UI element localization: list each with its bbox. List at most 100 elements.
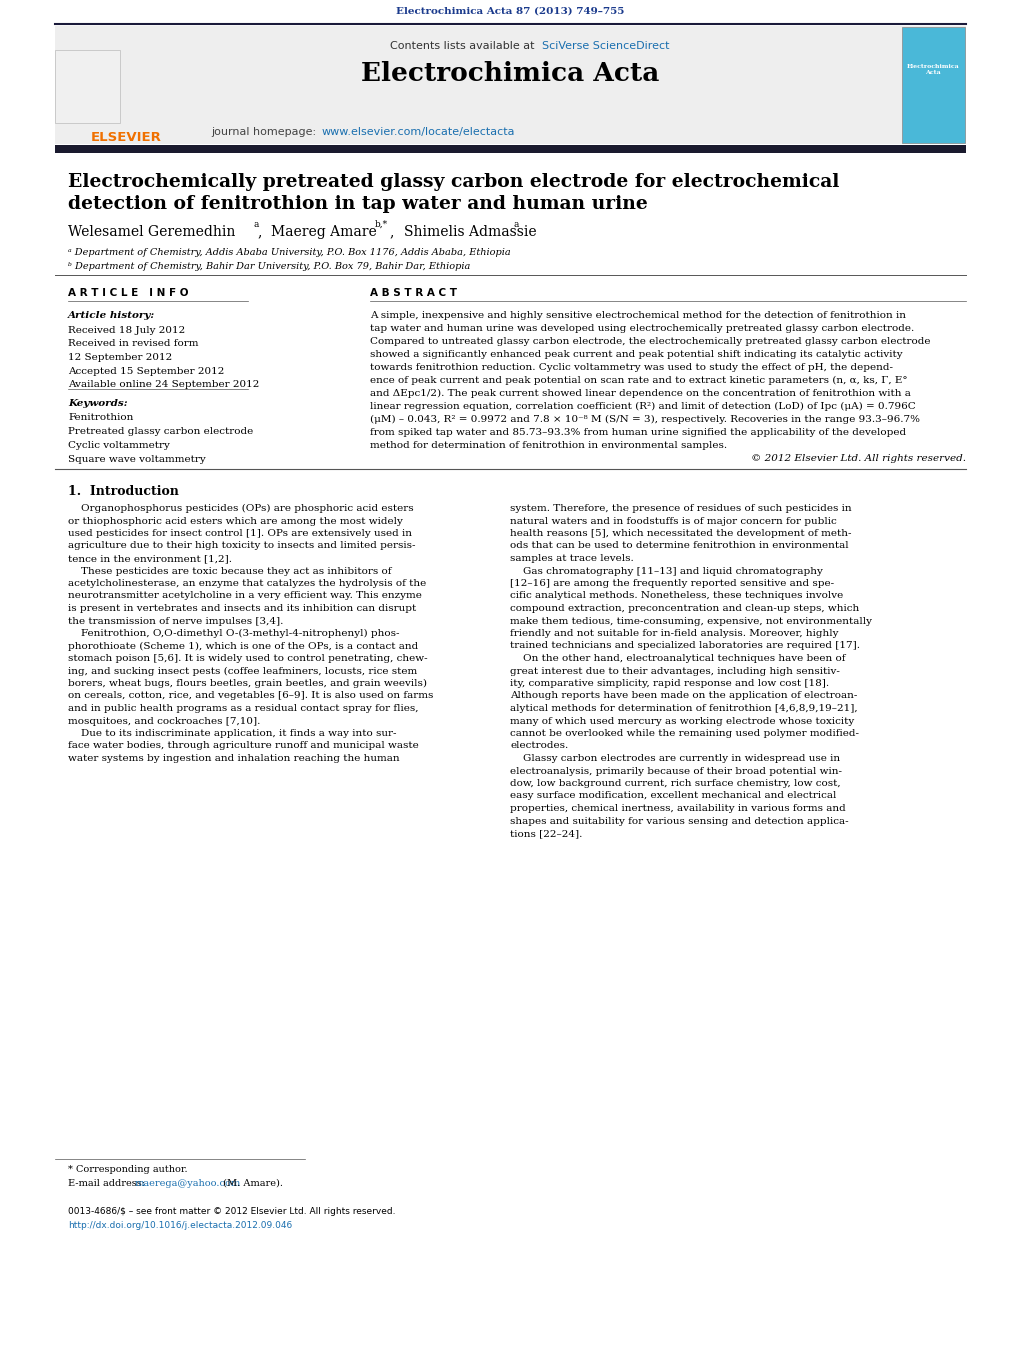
Text: easy surface modification, excellent mechanical and electrical: easy surface modification, excellent mec… bbox=[510, 792, 836, 801]
Text: Fenitrothion, O,O-dimethyl O-(3-methyl-4-nitrophenyl) phos-: Fenitrothion, O,O-dimethyl O-(3-methyl-4… bbox=[68, 630, 399, 638]
Text: Although reports have been made on the application of electroan-: Although reports have been made on the a… bbox=[510, 692, 858, 701]
Bar bbox=[902, 27, 965, 143]
Text: Maereg Amare: Maereg Amare bbox=[271, 226, 377, 239]
Text: from spiked tap water and 85.73–93.3% from human urine signified the applicabili: from spiked tap water and 85.73–93.3% fr… bbox=[370, 428, 906, 436]
Text: Contents lists available at: Contents lists available at bbox=[390, 41, 538, 51]
Text: ing, and sucking insect pests (coffee leafminers, locusts, rice stem: ing, and sucking insect pests (coffee le… bbox=[68, 666, 418, 676]
Bar bbox=[55, 50, 120, 123]
Text: mosquitoes, and cockroaches [7,10].: mosquitoes, and cockroaches [7,10]. bbox=[68, 716, 260, 725]
Text: acetylcholinesterase, an enzyme that catalyzes the hydrolysis of the: acetylcholinesterase, an enzyme that cat… bbox=[68, 580, 426, 588]
Text: 1.  Introduction: 1. Introduction bbox=[68, 485, 179, 499]
Text: © 2012 Elsevier Ltd. All rights reserved.: © 2012 Elsevier Ltd. All rights reserved… bbox=[751, 454, 966, 463]
Text: linear regression equation, correlation coefficient (R²) and limit of detection : linear regression equation, correlation … bbox=[370, 403, 916, 411]
Text: phorothioate (Scheme 1), which is one of the OPs, is a contact and: phorothioate (Scheme 1), which is one of… bbox=[68, 642, 419, 651]
Text: a: a bbox=[253, 220, 258, 230]
Text: ,: , bbox=[258, 226, 266, 239]
Text: water systems by ingestion and inhalation reaching the human: water systems by ingestion and inhalatio… bbox=[68, 754, 399, 763]
Text: (μM) – 0.043, R² = 0.9972 and 7.8 × 10⁻⁸ M (S/N = 3), respectively. Recoveries i: (μM) – 0.043, R² = 0.9972 and 7.8 × 10⁻⁸… bbox=[370, 415, 920, 424]
Text: Keywords:: Keywords: bbox=[68, 399, 128, 408]
Text: natural waters and in foodstuffs is of major concern for public: natural waters and in foodstuffs is of m… bbox=[510, 516, 837, 526]
Text: ᵇ Department of Chemistry, Bahir Dar University, P.O. Box 79, Bahir Dar, Ethiopi: ᵇ Department of Chemistry, Bahir Dar Uni… bbox=[68, 262, 471, 272]
Text: the transmission of nerve impulses [3,4].: the transmission of nerve impulses [3,4]… bbox=[68, 616, 284, 626]
Text: Compared to untreated glassy carbon electrode, the electrochemically pretreated : Compared to untreated glassy carbon elec… bbox=[370, 336, 930, 346]
Text: tence in the environment [1,2].: tence in the environment [1,2]. bbox=[68, 554, 232, 563]
Text: E-mail address:: E-mail address: bbox=[68, 1179, 148, 1188]
Text: stomach poison [5,6]. It is widely used to control penetrating, chew-: stomach poison [5,6]. It is widely used … bbox=[68, 654, 428, 663]
Text: http://dx.doi.org/10.1016/j.electacta.2012.09.046: http://dx.doi.org/10.1016/j.electacta.20… bbox=[68, 1221, 292, 1229]
Text: Accepted 15 September 2012: Accepted 15 September 2012 bbox=[68, 366, 225, 376]
Text: Square wave voltammetry: Square wave voltammetry bbox=[68, 455, 206, 463]
Text: system. Therefore, the presence of residues of such pesticides in: system. Therefore, the presence of resid… bbox=[510, 504, 852, 513]
Text: friendly and not suitable for in-field analysis. Moreover, highly: friendly and not suitable for in-field a… bbox=[510, 630, 838, 638]
Text: [12–16] are among the frequently reported sensitive and spe-: [12–16] are among the frequently reporte… bbox=[510, 580, 834, 588]
Text: * Corresponding author.: * Corresponding author. bbox=[68, 1165, 188, 1174]
Bar bbox=[55, 145, 966, 153]
Text: electrodes.: electrodes. bbox=[510, 742, 569, 751]
Text: Fenitrothion: Fenitrothion bbox=[68, 413, 134, 422]
Text: borers, wheat bugs, flours beetles, grain beetles, and grain weevils): borers, wheat bugs, flours beetles, grai… bbox=[68, 680, 427, 688]
Text: Electrochimica Acta: Electrochimica Acta bbox=[361, 61, 660, 86]
Text: These pesticides are toxic because they act as inhibitors of: These pesticides are toxic because they … bbox=[68, 566, 391, 576]
Text: Pretreated glassy carbon electrode: Pretreated glassy carbon electrode bbox=[68, 427, 253, 436]
Text: Glassy carbon electrodes are currently in widespread use in: Glassy carbon electrodes are currently i… bbox=[510, 754, 840, 763]
Text: trained technicians and specialized laboratories are required [17].: trained technicians and specialized labo… bbox=[510, 642, 860, 650]
Text: dow, low background current, rich surface chemistry, low cost,: dow, low background current, rich surfac… bbox=[510, 780, 840, 788]
Text: method for determination of fenitrothion in environmental samples.: method for determination of fenitrothion… bbox=[370, 440, 727, 450]
Text: towards fenitrothion reduction. Cyclic voltammetry was used to study the effect : towards fenitrothion reduction. Cyclic v… bbox=[370, 363, 893, 372]
Bar bbox=[55, 26, 966, 145]
Text: SciVerse ScienceDirect: SciVerse ScienceDirect bbox=[542, 41, 670, 51]
Text: Cyclic voltammetry: Cyclic voltammetry bbox=[68, 440, 169, 450]
Text: showed a significantly enhanced peak current and peak potential shift indicating: showed a significantly enhanced peak cur… bbox=[370, 350, 903, 359]
Text: neurotransmitter acetylcholine in a very efficient way. This enzyme: neurotransmitter acetylcholine in a very… bbox=[68, 592, 422, 600]
Text: on cereals, cotton, rice, and vegetables [6–9]. It is also used on farms: on cereals, cotton, rice, and vegetables… bbox=[68, 692, 433, 701]
Text: Organophosphorus pesticides (OPs) are phosphoric acid esters: Organophosphorus pesticides (OPs) are ph… bbox=[68, 504, 414, 513]
Text: ity, comparative simplicity, rapid response and low cost [18].: ity, comparative simplicity, rapid respo… bbox=[510, 680, 829, 688]
Text: Article history:: Article history: bbox=[68, 311, 155, 320]
Text: Electrochimica Acta 87 (2013) 749–755: Electrochimica Acta 87 (2013) 749–755 bbox=[396, 7, 625, 16]
Text: compound extraction, preconcentration and clean-up steps, which: compound extraction, preconcentration an… bbox=[510, 604, 860, 613]
Text: is present in vertebrates and insects and its inhibition can disrupt: is present in vertebrates and insects an… bbox=[68, 604, 417, 613]
Text: ELSEVIER: ELSEVIER bbox=[91, 131, 162, 145]
Text: detection of fenitrothion in tap water and human urine: detection of fenitrothion in tap water a… bbox=[68, 195, 647, 213]
Text: alytical methods for determination of fenitrothion [4,6,8,9,19–21],: alytical methods for determination of fe… bbox=[510, 704, 858, 713]
Text: A B S T R A C T: A B S T R A C T bbox=[370, 288, 457, 299]
Text: b,*: b,* bbox=[375, 220, 388, 230]
Text: ᵃ Department of Chemistry, Addis Ababa University, P.O. Box 1176, Addis Ababa, E: ᵃ Department of Chemistry, Addis Ababa U… bbox=[68, 249, 510, 257]
Text: shapes and suitability for various sensing and detection applica-: shapes and suitability for various sensi… bbox=[510, 816, 848, 825]
Text: tap water and human urine was developed using electrochemically pretreated glass: tap water and human urine was developed … bbox=[370, 324, 914, 332]
Text: cannot be overlooked while the remaining used polymer modified-: cannot be overlooked while the remaining… bbox=[510, 730, 859, 738]
Text: and ΔEpc1/2). The peak current showed linear dependence on the concentration of : and ΔEpc1/2). The peak current showed li… bbox=[370, 389, 911, 399]
Text: ence of peak current and peak potential on scan rate and to extract kinetic para: ence of peak current and peak potential … bbox=[370, 376, 908, 385]
Text: properties, chemical inertness, availability in various forms and: properties, chemical inertness, availabi… bbox=[510, 804, 845, 813]
Text: ods that can be used to determine fenitrothion in environmental: ods that can be used to determine fenitr… bbox=[510, 542, 848, 550]
Text: health reasons [5], which necessitated the development of meth-: health reasons [5], which necessitated t… bbox=[510, 530, 852, 538]
Text: and in public health programs as a residual contact spray for flies,: and in public health programs as a resid… bbox=[68, 704, 419, 713]
Text: or thiophosphoric acid esters which are among the most widely: or thiophosphoric acid esters which are … bbox=[68, 516, 403, 526]
Text: Due to its indiscriminate application, it finds a way into sur-: Due to its indiscriminate application, i… bbox=[68, 730, 396, 738]
Text: great interest due to their advantages, including high sensitiv-: great interest due to their advantages, … bbox=[510, 666, 840, 676]
Text: cific analytical methods. Nonetheless, these techniques involve: cific analytical methods. Nonetheless, t… bbox=[510, 592, 843, 600]
Text: Gas chromatography [11–13] and liquid chromatography: Gas chromatography [11–13] and liquid ch… bbox=[510, 566, 823, 576]
Text: A simple, inexpensive and highly sensitive electrochemical method for the detect: A simple, inexpensive and highly sensiti… bbox=[370, 311, 906, 320]
Text: many of which used mercury as working electrode whose toxicity: many of which used mercury as working el… bbox=[510, 716, 855, 725]
Text: Welesamel Geremedhin: Welesamel Geremedhin bbox=[68, 226, 236, 239]
Text: (M. Amare).: (M. Amare). bbox=[220, 1179, 283, 1188]
Text: Shimelis Admassie: Shimelis Admassie bbox=[404, 226, 537, 239]
Text: Available online 24 September 2012: Available online 24 September 2012 bbox=[68, 380, 259, 389]
Text: Received in revised form: Received in revised form bbox=[68, 339, 198, 349]
Text: electroanalysis, primarily because of their broad potential win-: electroanalysis, primarily because of th… bbox=[510, 766, 842, 775]
Text: face water bodies, through agriculture runoff and municipal waste: face water bodies, through agriculture r… bbox=[68, 742, 419, 751]
Text: 12 September 2012: 12 September 2012 bbox=[68, 353, 173, 362]
Text: Electrochimica
Acta: Electrochimica Acta bbox=[907, 63, 960, 74]
Text: tions [22–24].: tions [22–24]. bbox=[510, 830, 582, 838]
Text: maerega@yahoo.com: maerega@yahoo.com bbox=[135, 1179, 241, 1188]
Text: A R T I C L E   I N F O: A R T I C L E I N F O bbox=[68, 288, 189, 299]
Text: Received 18 July 2012: Received 18 July 2012 bbox=[68, 326, 185, 335]
Text: www.elsevier.com/locate/electacta: www.elsevier.com/locate/electacta bbox=[322, 127, 516, 136]
Text: ,: , bbox=[390, 226, 399, 239]
Text: used pesticides for insect control [1]. OPs are extensively used in: used pesticides for insect control [1]. … bbox=[68, 530, 412, 538]
Text: Electrochemically pretreated glassy carbon electrode for electrochemical: Electrochemically pretreated glassy carb… bbox=[68, 173, 839, 190]
Text: agriculture due to their high toxicity to insects and limited persis-: agriculture due to their high toxicity t… bbox=[68, 542, 416, 550]
Text: a: a bbox=[513, 220, 519, 230]
Text: On the other hand, electroanalytical techniques have been of: On the other hand, electroanalytical tec… bbox=[510, 654, 845, 663]
